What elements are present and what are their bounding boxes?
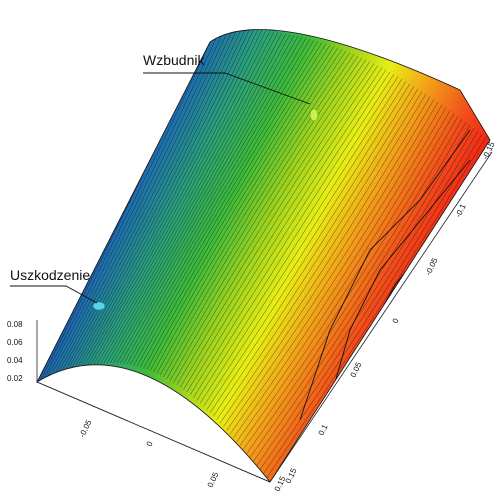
contour-line: [93, 32, 279, 365]
damage-leader-line: [10, 285, 98, 304]
contour-line: [266, 136, 487, 479]
exciter-label: Wzbudnik: [143, 52, 205, 68]
contour-line: [246, 119, 463, 454]
contour-line: [43, 29, 219, 380]
contour-line: [233, 107, 447, 438]
contour-line: [249, 122, 467, 458]
contour-line: [76, 29, 259, 369]
contour-line: [179, 67, 383, 388]
contour-line: [116, 37, 307, 364]
contour-line: [133, 43, 327, 366]
contour-line: [56, 29, 235, 375]
contour-line: [83, 30, 267, 367]
exciter-leader-line: [143, 72, 311, 105]
contour-line: [256, 127, 475, 466]
contour-line: [186, 71, 391, 393]
y-tick-label: -0.05: [424, 256, 440, 277]
contour-line: [96, 32, 283, 365]
y-tick-label: -0.1: [454, 202, 468, 219]
contour-line: [166, 59, 367, 379]
contour-line: [46, 29, 223, 379]
contour-line: [259, 130, 479, 470]
x-tick-label: 0.05: [206, 470, 221, 488]
contour-line: [66, 29, 247, 372]
contour-line: [169, 61, 371, 381]
contour-line: [86, 30, 271, 367]
z-tick-label: 0.02: [7, 374, 23, 383]
y-tick-label: 0.1: [317, 422, 330, 436]
contour-line: [106, 35, 295, 364]
exciter-marker: [309, 108, 319, 122]
contour-line: [149, 50, 347, 371]
shell-end-face: [36, 364, 271, 483]
z-tick-label: 0.06: [7, 338, 23, 347]
y-axis: -0.15 -0.1 -0.05 0 0.05 0.1 0.15: [269, 140, 497, 485]
contour-line: [263, 133, 483, 474]
contour-line: [329, 159, 471, 401]
z-tick-label: 0.04: [7, 356, 23, 365]
contour-line: [53, 29, 231, 376]
contour-line: [110, 35, 299, 364]
contour-line: [80, 29, 263, 368]
contour-line: [120, 38, 311, 364]
contour-line: [73, 29, 255, 370]
contour-line: [153, 52, 351, 373]
contour-line: [143, 47, 339, 369]
contour-line: [209, 88, 419, 414]
contour-line: [193, 76, 399, 398]
contour-line: [130, 42, 323, 366]
contour-line: [103, 34, 291, 364]
contour-line: [126, 41, 319, 365]
contour-line: [146, 49, 343, 370]
damage-label: Uszkodzenie: [10, 267, 90, 283]
contour-lines: [37, 29, 490, 482]
contour-line: [219, 96, 431, 424]
x-tick-label: -0.05: [78, 418, 94, 439]
contour-line: [213, 91, 423, 417]
contour-line: [139, 46, 335, 368]
contour-line: [70, 29, 251, 371]
z-tick-label: 0.08: [7, 320, 23, 329]
contour-line: [60, 29, 239, 374]
contour-line: [206, 86, 415, 410]
x-tick-label: 0: [145, 440, 155, 448]
contour-line: [90, 31, 275, 366]
contour-line: [63, 29, 243, 373]
contour-line: [243, 116, 459, 450]
z-axis: 0.08 0.06 0.04 0.02: [7, 320, 38, 383]
y-tick-label: 0.15: [284, 466, 299, 484]
y-tick-label: 0: [391, 317, 401, 325]
contour-line: [156, 54, 355, 374]
contour-line: [100, 33, 287, 365]
contour-line: [223, 99, 435, 427]
contour-line: [136, 44, 331, 367]
y-tick-label: 0.05: [349, 360, 364, 378]
contour-line: [183, 69, 387, 390]
contour-line: [50, 29, 227, 378]
contour-line: [226, 102, 439, 431]
contour-line: [236, 110, 451, 442]
contour-line: [216, 93, 427, 420]
contour-line: [176, 65, 379, 386]
contour-line: [253, 124, 471, 462]
contour-line: [173, 63, 375, 383]
contour-line: [159, 55, 359, 376]
contour-line: [203, 83, 411, 407]
contour-line: [299, 129, 471, 421]
contour-line: [189, 74, 395, 395]
contour-line: [163, 57, 363, 377]
damage-marker: [92, 301, 106, 311]
contour-line: [239, 113, 455, 446]
contour-line: [229, 104, 443, 435]
contour-line: [123, 40, 315, 365]
